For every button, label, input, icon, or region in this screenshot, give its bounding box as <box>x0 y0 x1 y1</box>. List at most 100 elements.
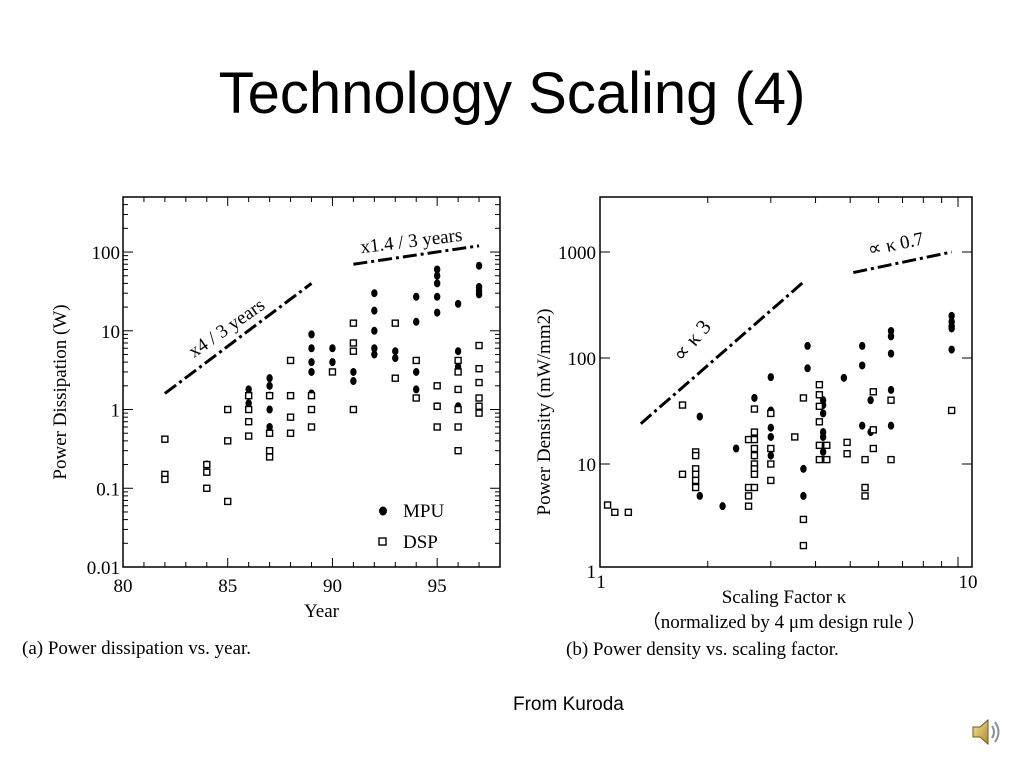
dsp-point <box>691 470 700 478</box>
mpu-point <box>887 349 895 358</box>
mpu-point <box>329 358 336 367</box>
y-tick-label: 10 <box>101 322 120 343</box>
y-tick-label: 1 <box>111 401 121 422</box>
mpu-point <box>350 377 357 386</box>
y-tick-label: 0.1 <box>96 479 120 500</box>
dsp-point <box>244 418 253 426</box>
dsp-point <box>475 378 483 387</box>
dsp-point <box>161 435 169 443</box>
mpu-point <box>475 290 483 299</box>
dsp-point <box>265 453 274 461</box>
dsp-point <box>691 483 700 492</box>
dsp-point <box>224 497 232 506</box>
dsp-point <box>815 455 824 464</box>
mpu-point <box>804 364 811 373</box>
x-tick-label: 1 <box>596 572 606 593</box>
dsp-point <box>244 391 253 400</box>
mpu-point <box>308 358 315 367</box>
mpu-point <box>308 367 315 376</box>
dsp-point <box>475 341 483 350</box>
mpu-point <box>266 381 273 390</box>
dsp-point <box>454 368 462 376</box>
mpu-point <box>371 344 378 353</box>
mpu-point <box>392 354 399 363</box>
mpu-point <box>887 332 895 341</box>
x-tick-label: 80 <box>114 576 133 597</box>
dsp-point <box>307 405 316 414</box>
dsp-point <box>750 405 759 413</box>
mpu-point <box>433 292 441 301</box>
dsp-point <box>791 433 799 441</box>
dsp-point <box>624 508 633 517</box>
dsp-point <box>767 476 775 485</box>
y-axis-label: Power Density (mW/mm2) <box>534 309 555 516</box>
dsp-point <box>744 492 753 500</box>
mpu-point <box>819 447 827 456</box>
dsp-point <box>603 501 612 509</box>
dsp-point <box>823 455 831 464</box>
mpu-point <box>858 421 866 430</box>
mpu-point <box>804 341 811 350</box>
dsp-point <box>611 508 619 517</box>
mpu-point <box>767 373 775 382</box>
mpu-point <box>413 292 420 301</box>
mpu-point <box>800 464 807 473</box>
x-axis-label: Scaling Factor κ <box>722 587 847 608</box>
dsp-point <box>286 391 295 400</box>
mpu-point <box>245 399 252 408</box>
dsp-point <box>861 483 869 492</box>
mpu-point <box>696 491 703 500</box>
dsp-point <box>767 460 775 468</box>
speaker-icon[interactable] <box>970 715 1004 749</box>
mpu-point <box>948 345 955 354</box>
dsp-point <box>843 450 851 458</box>
dsp-point <box>244 432 253 440</box>
mpu-point <box>371 326 378 335</box>
dsp-point <box>750 483 759 492</box>
mpu-point <box>308 330 315 339</box>
trend-annotation: ∝ κ 3 <box>667 315 715 366</box>
dsp-point <box>265 446 274 455</box>
dsp-point <box>265 391 274 400</box>
mpu-point <box>433 265 441 274</box>
dsp-point <box>823 441 831 450</box>
mpu-point <box>266 405 273 414</box>
dsp-point <box>691 451 700 460</box>
mpu-point <box>329 344 336 353</box>
mpu-point <box>858 361 866 370</box>
x-tick-label: 95 <box>428 576 447 597</box>
mpu-point <box>266 374 273 383</box>
mpu-point <box>371 289 378 298</box>
mpu-point <box>948 324 955 333</box>
dsp-point <box>286 413 295 421</box>
dsp-point <box>799 515 808 524</box>
x-tick-label: 85 <box>218 576 237 597</box>
mpu-point <box>858 341 866 350</box>
mpu-point <box>245 385 252 394</box>
dsp-point <box>244 405 253 414</box>
dsp-point <box>454 356 462 365</box>
y-tick-label: 100 <box>568 349 597 370</box>
mpu-point <box>887 421 895 430</box>
mpu-point <box>767 423 775 432</box>
mpu-point <box>454 299 462 308</box>
dsp-point <box>843 438 851 447</box>
panel-caption: (a) Power dissipation vs. year. <box>22 638 251 659</box>
x-tick-label: 90 <box>323 576 342 597</box>
dsp-point <box>349 339 358 347</box>
legend-dsp-marker <box>378 537 387 546</box>
dsp-point <box>391 319 399 327</box>
dsp-point <box>744 435 753 444</box>
x-axis-label: Year <box>304 601 340 622</box>
y-tick-label: 1000 <box>558 243 596 264</box>
dsp-point <box>744 483 753 492</box>
mpu-point <box>392 347 399 356</box>
dsp-point <box>224 405 232 414</box>
dsp-point <box>349 405 358 414</box>
dsp-point <box>475 394 483 402</box>
trend-line <box>639 280 805 425</box>
mpu-point <box>350 367 357 376</box>
mpu-point <box>887 385 895 394</box>
chart-power-density: 1 10 1 10 100 1000 Scaling Factor κ （normalized… <box>534 196 978 660</box>
